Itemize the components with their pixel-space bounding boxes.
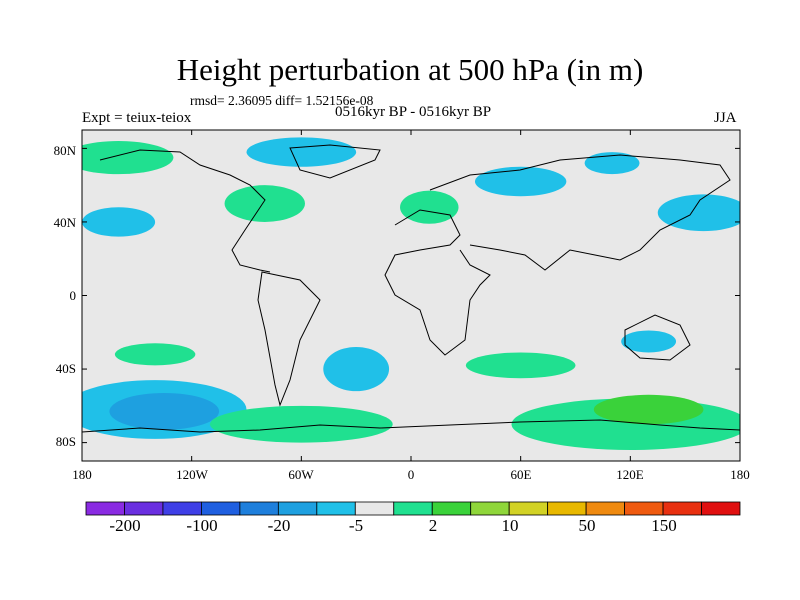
anomaly-region: [224, 185, 305, 222]
colorbar-swatch: [277, 501, 318, 516]
map-title: Height perturbation at 500 hPa (in m): [176, 52, 644, 87]
colorbar-label: -5: [348, 516, 364, 535]
lat-tick-label: 40N: [53, 215, 76, 230]
colorbar-label: -20: [267, 516, 291, 535]
lon-tick-label: 180: [730, 467, 750, 482]
anomaly-region: [657, 194, 740, 232]
colorbar-swatch: [585, 501, 625, 516]
anomaly-region: [82, 141, 174, 175]
anomaly-region: [109, 392, 220, 430]
europe-africa-coast: [384, 209, 491, 356]
colorbar-label: -200: [109, 516, 141, 535]
lon-tick-label: 0: [407, 467, 415, 482]
antarctica-coast: [82, 419, 740, 433]
lon-tick-label: 60E: [510, 467, 532, 482]
lat-tick-label: 40S: [55, 361, 76, 376]
colorbar-swatch: [662, 501, 702, 516]
colorbar-swatch: [239, 501, 279, 516]
colorbar-swatch: [431, 501, 472, 516]
coastlines: [82, 144, 740, 433]
stats-text: rmsd= 2.36095 diff= 1.52156e-08: [190, 93, 374, 108]
colorbar-swatch: [470, 501, 510, 516]
colorbar-swatch: [124, 501, 164, 516]
anomaly-region: [465, 352, 576, 379]
lat-tick-label: 80S: [55, 434, 76, 449]
colorbar-swatch: [85, 501, 125, 516]
season-label: JJA: [714, 110, 737, 126]
anomaly-region: [621, 330, 677, 353]
anomaly-region: [323, 346, 390, 392]
colorbar-swatch: [701, 501, 741, 516]
south-america-coast: [257, 271, 321, 407]
anomaly-region: [209, 405, 393, 443]
colorbar-label: 50: [578, 516, 596, 535]
colorbar-swatch: [393, 501, 433, 516]
anomaly-region: [114, 343, 196, 366]
greenland-coast: [289, 144, 381, 179]
anomaly-region: [474, 166, 567, 197]
australia-coast: [624, 314, 691, 361]
lat-tick-label: 0: [69, 288, 77, 303]
lon-tick-label: 180: [72, 467, 92, 482]
axis-ticks: [81, 130, 741, 461]
colorbar-label: -100: [186, 516, 218, 535]
lon-tick-label: 60W: [288, 467, 314, 482]
colorbar-swatch: [201, 501, 241, 516]
colorbar-swatch: [508, 501, 549, 516]
colorbar-swatch: [547, 501, 587, 516]
anomaly-region: [82, 207, 156, 237]
colorbar-label: 2: [428, 516, 438, 535]
period-text: 0516kyr BP - 0516kyr BP: [334, 104, 492, 120]
anomaly-region: [584, 152, 640, 175]
experiment-label: Expt = teiux-teiox: [82, 110, 192, 126]
map-panel: [81, 129, 741, 462]
anomaly-region: [400, 190, 459, 224]
colorbar-swatch: [354, 501, 395, 516]
north-america-coast: [99, 149, 271, 273]
eurasia-coast: [429, 154, 731, 271]
lon-tick-label: 120W: [176, 467, 208, 482]
anomaly-region: [246, 137, 357, 167]
colorbar-swatch: [162, 501, 202, 516]
colorbar-label: 10: [501, 516, 519, 535]
anomaly-region: [593, 394, 704, 425]
colorbar-swatch: [624, 501, 664, 516]
lat-tick-label: 80N: [53, 143, 76, 158]
colorbar: [85, 501, 741, 516]
colorbar-swatch: [316, 501, 356, 516]
anomaly-layer: [82, 137, 740, 450]
lon-tick-label: 120E: [616, 467, 644, 482]
colorbar-label: 150: [651, 516, 677, 535]
